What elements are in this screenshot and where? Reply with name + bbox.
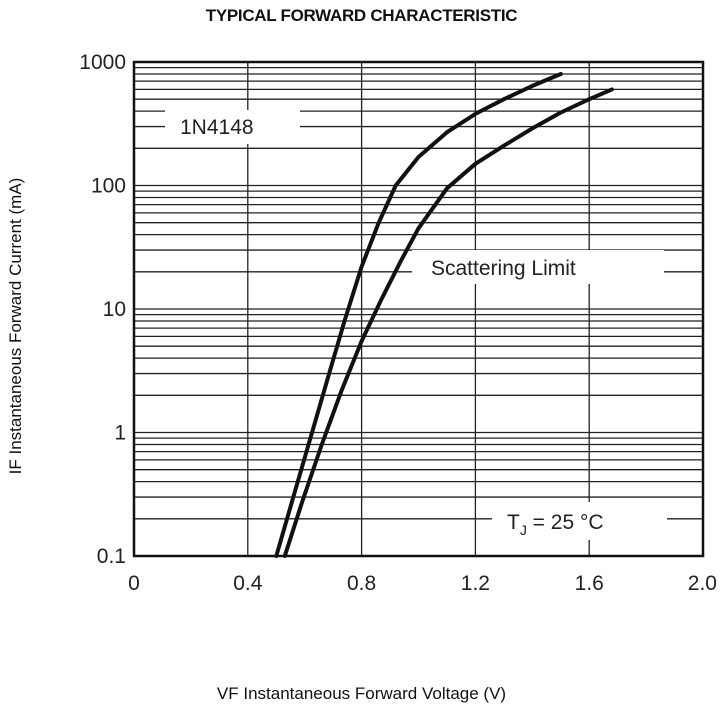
x-tick-label: 1.6 <box>575 572 604 595</box>
series-line-2 <box>282 87 614 558</box>
temperature-label-suffix: = 25 °C <box>527 511 604 534</box>
y-tick-label: 100 <box>91 175 126 198</box>
x-tick-label: 0.8 <box>347 572 376 595</box>
x-axis-label: VF Instantaneous Forward Voltage (V) <box>216 684 507 703</box>
series-line-1 <box>274 72 563 558</box>
x-tick-label: 2.0 <box>688 572 717 595</box>
series-curves <box>274 72 614 558</box>
device-label-bg <box>165 110 300 144</box>
x-tick-label: 0.4 <box>233 572 263 595</box>
chart-title: TYPICAL FORWARD CHARACTERISTIC <box>205 6 518 25</box>
x-tick-label: 0 <box>128 572 140 595</box>
tick-labels: 0 0.4 0.8 1.2 1.6 2.0 0.1 1 10 100 1000 <box>79 51 717 595</box>
temperature-label-subscript: J <box>520 522 527 538</box>
scatter-label: Scattering Limit <box>431 257 576 280</box>
x-tick-label: 1.2 <box>461 572 490 595</box>
y-tick-label: 1 <box>114 422 126 445</box>
y-tick-label: 10 <box>103 298 126 321</box>
y-tick-label: 0.1 <box>97 545 126 568</box>
temperature-label: TJ = 25 °C <box>507 511 604 538</box>
y-axis-label: IF Instantaneous Forward Current (mA) <box>6 177 25 475</box>
scatter-label-bg <box>412 250 664 284</box>
y-tick-label: 1000 <box>79 51 126 74</box>
temperature-label-bg <box>492 502 667 540</box>
temperature-label-prefix: T <box>507 511 520 534</box>
plot-annotations: 1N4148 Scattering Limit TJ = 25 °C <box>165 110 667 540</box>
plot-frame <box>132 60 705 558</box>
device-label: 1N4148 <box>180 116 254 139</box>
